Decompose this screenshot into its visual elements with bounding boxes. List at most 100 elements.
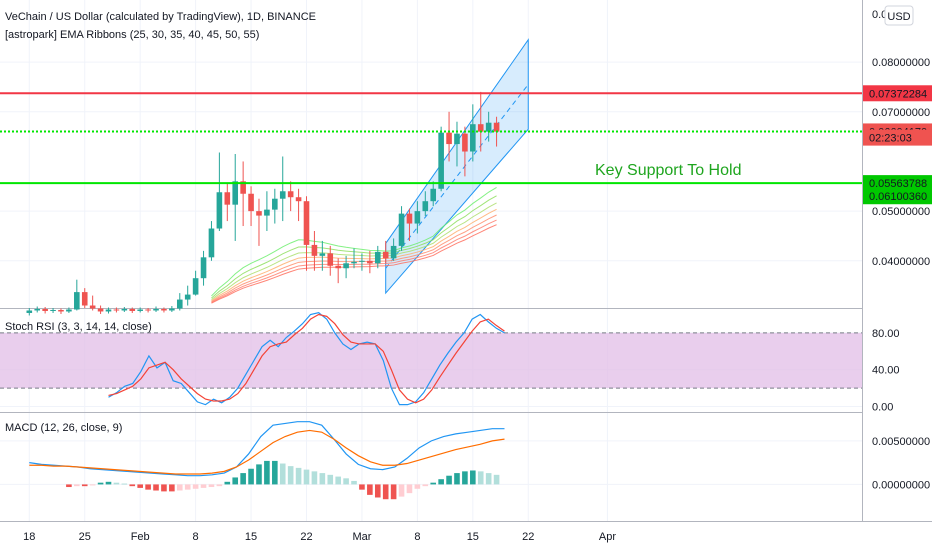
price-tag-label: 0.05563788 <box>869 178 927 190</box>
macd-histogram-bar <box>359 484 365 490</box>
macd-histogram-bar <box>169 484 175 492</box>
macd-histogram-bar <box>343 478 349 485</box>
candle-body <box>200 257 207 279</box>
candle-body <box>105 309 112 312</box>
macd-histogram-bar <box>367 484 373 495</box>
macd-pane[interactable] <box>29 421 505 500</box>
candle-body <box>390 245 397 259</box>
macd-tick-label: 0.00000000 <box>872 479 930 491</box>
candle <box>137 307 143 313</box>
candle <box>319 240 326 271</box>
time-tick-label: 18 <box>23 531 35 543</box>
macd-histogram-bar <box>232 477 239 485</box>
candle-body <box>351 261 357 264</box>
candle-body <box>335 265 341 269</box>
stoch-tick-label: 80.00 <box>872 328 900 340</box>
macd-histogram-bar <box>97 482 104 485</box>
macd-histogram-bar <box>216 484 223 487</box>
macd-histogram-bar <box>295 467 302 485</box>
price-tick-label: 0.0 <box>872 9 887 21</box>
candle-body <box>446 132 452 145</box>
annotation-key-support: Key Support To Hold <box>595 162 741 179</box>
macd-histogram-bar <box>176 484 183 491</box>
candle-body <box>97 308 104 312</box>
candle-body <box>287 191 294 198</box>
price-axis[interactable]: 0.08000000 0.07000000 0.05000000 0.04000000… <box>872 9 930 491</box>
price-pane[interactable]: Key Support To Hold <box>0 38 862 316</box>
candle <box>390 238 397 261</box>
time-axis[interactable]: 18 25 Feb 8 15 22 Mar 8 15 22 Apr <box>23 531 616 543</box>
macd-histogram-bar <box>406 484 413 494</box>
candle <box>398 206 405 251</box>
macd-histogram-bar <box>248 468 254 485</box>
candle-body <box>279 191 286 199</box>
currency-button[interactable]: USD <box>884 5 914 26</box>
stoch-rsi-pane[interactable] <box>0 312 862 406</box>
candle <box>343 255 349 279</box>
stoch-tick-label: 0.00 <box>872 401 893 413</box>
macd-tick-label: 0.00500000 <box>872 436 930 448</box>
stoch-rsi-title[interactable]: Stoch RSI (3, 3, 14, 14, close) <box>5 321 152 333</box>
macd-histogram-bar <box>470 470 476 485</box>
candle-body <box>414 211 421 224</box>
candle <box>327 245 334 276</box>
candle <box>485 111 492 142</box>
macd-histogram-bar <box>66 484 72 488</box>
candle-body <box>169 308 175 311</box>
candle <box>129 307 136 313</box>
candle-body <box>192 278 199 295</box>
macd-histogram-bar <box>264 460 270 485</box>
candle <box>279 156 286 222</box>
macd-histogram-bar <box>319 473 326 485</box>
candle-body <box>406 213 413 224</box>
candle-body <box>224 192 231 205</box>
price-tag-label: 0.06100360 <box>869 191 927 203</box>
macd-signal-line <box>29 429 505 475</box>
symbol-title[interactable]: VeChain / US Dollar (calculated by Tradi… <box>5 11 316 23</box>
candle <box>26 308 33 316</box>
time-tick-label: 8 <box>193 531 199 543</box>
candle-body <box>81 292 88 306</box>
candle-body <box>398 213 405 246</box>
candle <box>66 307 72 313</box>
time-tick-label: 22 <box>300 531 312 543</box>
time-tick-label: Apr <box>599 531 616 543</box>
candle <box>462 126 468 177</box>
macd-histogram-bar <box>422 484 429 487</box>
candle <box>446 111 452 162</box>
candle-body <box>438 132 444 189</box>
candle <box>454 121 460 167</box>
stoch-band <box>0 332 862 389</box>
macd-title[interactable]: MACD (12, 26, close, 9) <box>5 422 122 434</box>
macd-histogram-bar <box>398 484 405 497</box>
horizontal-levels[interactable] <box>0 92 862 185</box>
candle-body <box>121 308 128 311</box>
candle <box>367 250 373 274</box>
time-tick-label: 25 <box>79 531 91 543</box>
candle <box>477 91 484 152</box>
candle <box>169 306 175 312</box>
candle <box>81 288 88 308</box>
candle <box>374 245 381 269</box>
candle-body <box>153 308 159 311</box>
time-tick-label: Mar <box>352 531 371 543</box>
candle <box>50 308 56 313</box>
macd-histogram-bar <box>438 479 444 485</box>
candle <box>184 285 191 306</box>
candle-body <box>66 309 72 312</box>
candle <box>272 188 278 224</box>
price-tag: 0.05563788 <box>863 175 932 192</box>
candle <box>58 308 64 314</box>
ema-indicator-title[interactable]: [astropark] EMA Ribbons (25, 30, 35, 40,… <box>5 29 259 41</box>
macd-histogram-bar <box>462 471 468 485</box>
candle <box>224 183 231 222</box>
candle-body <box>208 228 215 258</box>
candle <box>232 154 239 241</box>
time-tick-label: 15 <box>467 531 479 543</box>
candle <box>422 191 429 217</box>
macd-histogram-bar <box>493 474 500 485</box>
candle <box>113 307 120 313</box>
candle <box>256 198 262 246</box>
time-tick-label: 8 <box>414 531 420 543</box>
